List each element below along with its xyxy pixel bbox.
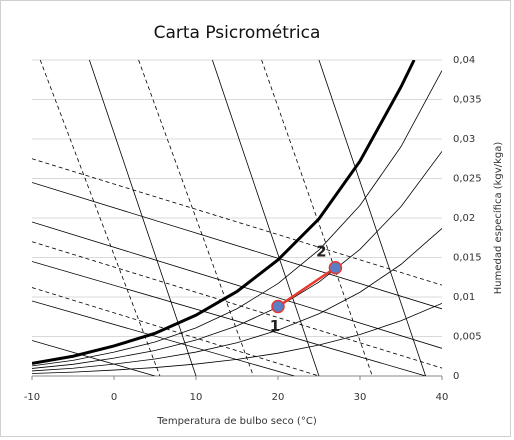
point-label: 1 — [270, 317, 280, 335]
chart-line — [32, 70, 442, 367]
chart-line — [138, 60, 254, 376]
x-tick-label: 30 — [354, 392, 367, 403]
saturation-curve — [32, 60, 416, 365]
chart-title: Carta Psicrométrica — [154, 23, 321, 43]
chart-line — [89, 60, 197, 376]
overlay: 12 — [270, 242, 343, 335]
chart-line — [32, 228, 442, 372]
chart-line — [32, 182, 442, 310]
x-tick-label: 40 — [436, 392, 449, 403]
y-tick-label: 0,04 — [453, 55, 475, 66]
chart-line — [32, 261, 426, 376]
y-tick-label: 0 — [453, 371, 459, 382]
chart-line — [318, 60, 426, 376]
y-tick-label: 0,03 — [453, 134, 475, 145]
y-tick-label: 0,025 — [453, 174, 482, 185]
state-point — [271, 299, 285, 314]
x-tick-label: 10 — [190, 392, 203, 403]
chart-line — [32, 287, 320, 376]
process-line — [277, 266, 337, 308]
chart-line — [32, 158, 442, 286]
y-tick-label: 0,02 — [453, 213, 475, 224]
x-tick-label: -10 — [24, 392, 40, 403]
plot-area — [32, 60, 442, 376]
state-point — [328, 261, 343, 275]
x-axis-label: Temperatura de bulbo seco (°C) — [156, 416, 317, 427]
chart-line — [39, 60, 161, 376]
y-tick-label: 0,005 — [453, 332, 482, 343]
chart-line — [32, 300, 295, 376]
y-axis-label: Humedad específica (kgv/kga) — [492, 142, 504, 295]
x-tick-label: 20 — [272, 392, 285, 403]
chart-line — [32, 221, 442, 349]
x-tick-label: 0 — [111, 392, 117, 403]
chart-line — [212, 60, 320, 376]
chart-line — [32, 241, 442, 369]
chart-line — [32, 340, 156, 376]
grid: 0 0,005 0,01 0,015 0,02 0,025 0,03 0,035 0,04 -10… — [24, 55, 482, 403]
y-tick-label: 0,01 — [453, 292, 475, 303]
y-tick-label: 0,015 — [453, 253, 482, 264]
point-label: 2 — [316, 242, 326, 260]
y-tick-label: 0,035 — [453, 95, 482, 106]
